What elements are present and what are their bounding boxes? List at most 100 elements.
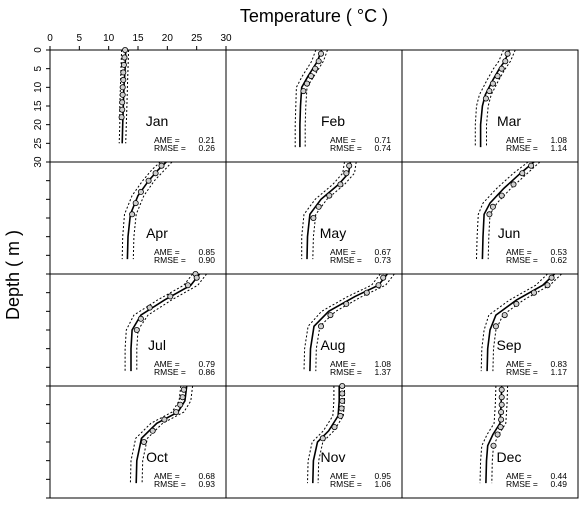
month-label: Apr [146, 225, 168, 241]
observed-point [132, 200, 139, 207]
observed-point [482, 95, 489, 102]
rmse-value: 1.37 [374, 367, 391, 377]
observed-point [331, 424, 338, 431]
observed-point [184, 282, 191, 289]
observed-point [303, 80, 310, 87]
observed-point [173, 409, 180, 416]
x-tick-label: 15 [132, 33, 144, 44]
rmse-value: 1.06 [374, 479, 391, 489]
y-tick-label: 0 [33, 47, 44, 53]
rmse-label: RMSE = [506, 255, 538, 265]
panel-jul: Jul AME = 0.79 RMSE = 0.86 [124, 270, 215, 377]
month-label: Aug [321, 337, 346, 353]
ame-label: AME = [154, 247, 180, 257]
observed-point [492, 323, 499, 330]
ame-label: AME = [330, 471, 356, 481]
observed-point [504, 50, 511, 57]
observed-point [363, 289, 370, 296]
simulated-line [126, 161, 167, 260]
observed-point [519, 170, 526, 177]
ame-label: AME = [506, 471, 532, 481]
month-label: Dec [497, 449, 522, 465]
observed-point [179, 394, 186, 401]
observed-point [152, 170, 159, 177]
simulated-line [130, 273, 201, 372]
observed-point [486, 88, 493, 95]
month-label: Feb [321, 113, 345, 129]
ame-value: 0.53 [550, 247, 567, 257]
observed-point [494, 73, 501, 80]
observed-point [167, 293, 174, 300]
rmse-value: 0.90 [198, 255, 215, 265]
rmse-label: RMSE = [330, 367, 362, 377]
rmse-label: RMSE = [506, 479, 538, 489]
rmse-label: RMSE = [154, 479, 186, 489]
observed-point [326, 192, 333, 199]
observed-point [161, 416, 168, 423]
observed-point [498, 401, 505, 408]
observed-point [380, 274, 387, 281]
month-label: Oct [146, 449, 168, 465]
observed-point [119, 91, 126, 98]
panel-oct: Oct AME = 0.68 RMSE = 0.93 [129, 385, 215, 489]
ame-label: AME = [154, 135, 180, 145]
observed-point [510, 181, 517, 188]
observed-point [490, 442, 497, 449]
observed-point [343, 170, 350, 177]
upper-bound-line [487, 161, 541, 260]
observed-point [513, 300, 520, 307]
upper-bound-line [486, 49, 516, 148]
panel-apr: Apr AME = 0.85 RMSE = 0.90 [121, 161, 215, 265]
observed-point [149, 427, 156, 434]
panel-jun: Jun AME = 0.53 RMSE = 0.62 [476, 161, 567, 265]
y-axis-label: Depth ( m ) [3, 230, 23, 320]
x-tick-label: 25 [191, 33, 203, 44]
ame-value: 1.08 [374, 359, 391, 369]
observed-point [137, 188, 144, 195]
rmse-value: 0.74 [374, 143, 391, 153]
month-label: Sep [497, 337, 522, 353]
y-tick-label: 25 [33, 137, 44, 149]
month-label: Jul [148, 337, 166, 353]
panel-jan: Jan AME = 0.21 RMSE = 0.26 [118, 47, 215, 153]
ame-value: 0.95 [374, 471, 391, 481]
x-tick-label: 0 [47, 33, 53, 44]
panel-frame [401, 385, 579, 499]
lower-bound-line [121, 161, 161, 260]
lower-bound-line [294, 49, 317, 148]
observed-point [498, 394, 505, 401]
simulated-line [312, 386, 341, 484]
ame-value: 1.08 [550, 135, 567, 145]
panel-aug: Aug AME = 1.08 RMSE = 1.37 [303, 273, 395, 377]
observed-point [544, 282, 551, 289]
observed-point [497, 424, 504, 431]
observed-point [177, 401, 184, 408]
x-tick-label: 20 [162, 33, 174, 44]
upper-bound-line [304, 49, 328, 148]
ame-value: 0.68 [198, 471, 215, 481]
observed-point [145, 177, 152, 184]
observed-point [315, 203, 322, 210]
observed-point [193, 274, 200, 281]
ame-value: 0.83 [550, 359, 567, 369]
ame-label: AME = [506, 247, 532, 257]
observed-point [122, 47, 129, 54]
upper-bound-line [312, 161, 357, 260]
y-tick-label: 30 [33, 156, 44, 168]
upper-bound-line [315, 273, 395, 372]
ame-label: AME = [330, 247, 356, 257]
lower-bound-line [301, 161, 345, 260]
observed-point [133, 326, 140, 333]
monthly-panels-grid: Jan AME = 0.21 RMSE = 0.26 Feb AME = 0.71 RMSE =… [49, 47, 579, 499]
observed-point [158, 162, 165, 169]
ame-value: 0.85 [198, 247, 215, 257]
simulated-line [481, 161, 535, 260]
rmse-value: 0.93 [198, 479, 215, 489]
observed-point [118, 114, 125, 121]
x-tick-label: 5 [77, 33, 83, 44]
observed-point [146, 304, 153, 311]
panel-sep: Sep AME = 0.83 RMSE = 1.17 [480, 273, 567, 377]
observed-point [119, 106, 126, 113]
observed-point [489, 80, 496, 87]
panel-dec: Dec AME = 0.44 RMSE = 0.49 [479, 385, 567, 489]
